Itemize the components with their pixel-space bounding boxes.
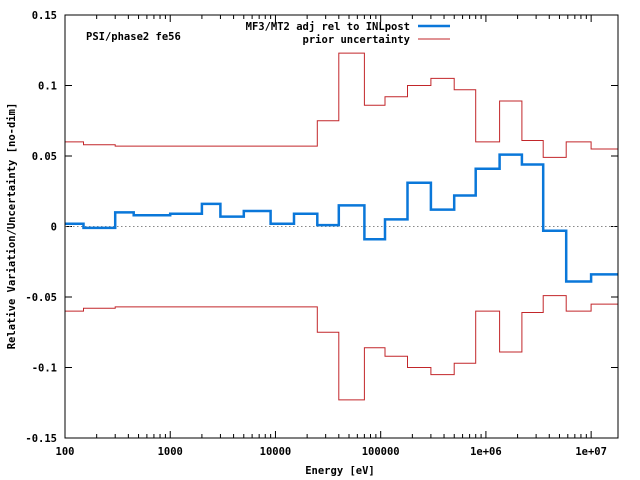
legend-label: prior uncertainty [303,34,411,46]
y-tick-label: 0.05 [32,151,57,163]
y-tick-label: -0.1 [32,363,57,375]
y-tick-label: 0.1 [38,81,57,93]
x-axis-label: Energy [eV] [305,465,375,477]
series-group [65,52,618,401]
x-tick-label: 100000 [362,446,400,458]
plot-frame [64,14,619,439]
x-tick-label: 10000 [260,446,292,458]
x-tick-label: 1000 [158,446,183,458]
x-tick-label: 100 [56,446,75,458]
y-axis-label: Relative Variation/Uncertainty [no-dim] [6,103,18,350]
prior-uncertainty-upper-line [65,52,618,158]
prior-uncertainty-lower-line [65,295,618,401]
x-tick-label: 1e+07 [575,446,607,458]
y-tick-label: 0.15 [32,10,57,22]
legend-label: MF3/MT2 adj rel to INLpost [246,21,410,33]
y-tick-label: 0 [51,222,57,234]
y-tick-label: -0.15 [25,433,57,445]
adjustment-line [65,153,618,283]
chart-annotation: PSI/phase2 fe56 [86,31,181,43]
y-tick-label: -0.05 [25,292,57,304]
x-tick-label: 1e+06 [470,446,502,458]
